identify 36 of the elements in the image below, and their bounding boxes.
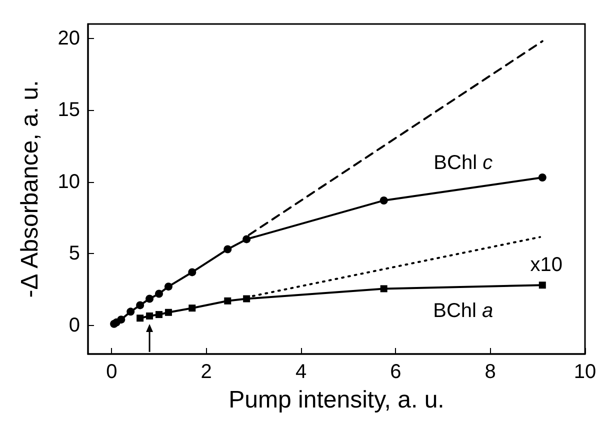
point [146, 294, 154, 303]
y-tick-label: 15 [58, 99, 80, 122]
x-tick-label: 0 [106, 361, 118, 383]
point [538, 174, 546, 182]
y-tick-label: 20 [58, 27, 80, 50]
point [224, 245, 232, 254]
series-label: BChl c [434, 152, 493, 174]
point [156, 311, 162, 318]
point [136, 301, 144, 310]
y-axis-title: -Δ Absorbance, a. u. [16, 80, 44, 298]
x-tick-label: 6 [390, 361, 402, 383]
point [224, 297, 232, 304]
y-tick-label: 0 [68, 314, 80, 336]
series-label: BChl a [433, 300, 494, 322]
point [164, 308, 172, 316]
point [243, 295, 250, 302]
point [126, 308, 135, 316]
point [136, 314, 144, 322]
point [164, 282, 172, 291]
point [242, 235, 251, 244]
x-tick-label: 4 [295, 361, 307, 383]
x-axis-title: Pump intensity, a. u. [228, 386, 444, 414]
point [146, 312, 154, 320]
point [155, 290, 163, 298]
point [188, 268, 196, 276]
annotation: x10 [530, 254, 563, 276]
y-tick-label: 10 [58, 170, 80, 193]
point [380, 196, 388, 204]
x-tick-label: 2 [200, 361, 212, 383]
x-tick-label: 8 [484, 361, 496, 383]
x-tick-label: 10 [574, 361, 596, 383]
point [188, 304, 196, 312]
point [538, 282, 546, 289]
point [380, 285, 388, 292]
y-tick-label: 5 [68, 242, 80, 265]
point [117, 316, 126, 324]
